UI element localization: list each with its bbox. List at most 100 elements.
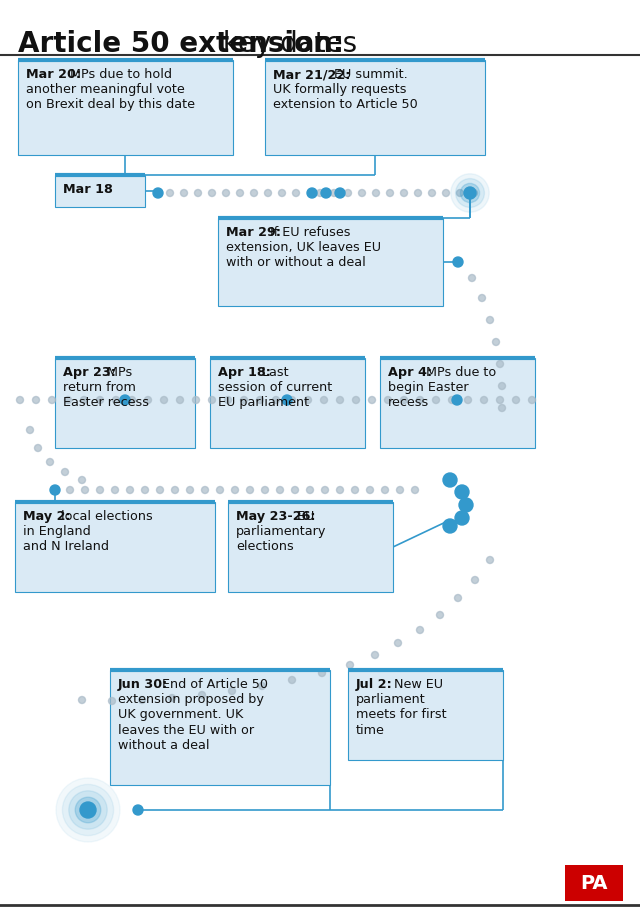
Circle shape bbox=[180, 190, 188, 196]
Circle shape bbox=[417, 396, 424, 404]
Circle shape bbox=[401, 396, 408, 404]
Circle shape bbox=[456, 190, 463, 196]
Circle shape bbox=[499, 404, 506, 412]
Text: Apr 18: Last: Apr 18: Last bbox=[218, 366, 296, 379]
Circle shape bbox=[177, 396, 184, 404]
Text: on Brexit deal by this date: on Brexit deal by this date bbox=[26, 99, 195, 111]
Circle shape bbox=[292, 190, 300, 196]
Circle shape bbox=[289, 396, 296, 404]
Circle shape bbox=[69, 791, 108, 829]
Text: UK government. UK: UK government. UK bbox=[118, 708, 243, 721]
Circle shape bbox=[319, 669, 326, 677]
Text: New EU: New EU bbox=[390, 678, 444, 691]
Circle shape bbox=[455, 485, 469, 499]
Text: Mar 21/22: EU summit.: Mar 21/22: EU summit. bbox=[273, 68, 420, 81]
Circle shape bbox=[456, 179, 484, 207]
Text: End of Article 50: End of Article 50 bbox=[158, 678, 268, 691]
Text: MPs due to: MPs due to bbox=[422, 366, 497, 379]
Circle shape bbox=[79, 477, 86, 484]
Circle shape bbox=[369, 396, 376, 404]
Text: May 2: local elections: May 2: local elections bbox=[23, 510, 161, 523]
Text: leaves the EU with or: leaves the EU with or bbox=[118, 723, 254, 737]
Text: Jul 2: New EU: Jul 2: New EU bbox=[356, 678, 441, 691]
Circle shape bbox=[232, 487, 239, 494]
Circle shape bbox=[464, 187, 476, 199]
Circle shape bbox=[282, 395, 292, 405]
Circle shape bbox=[481, 396, 488, 404]
Text: Mar 20: MPs due to hold: Mar 20: MPs due to hold bbox=[26, 68, 180, 81]
Circle shape bbox=[470, 190, 477, 196]
Circle shape bbox=[307, 487, 314, 494]
Text: EU summit.: EU summit. bbox=[330, 68, 408, 81]
Circle shape bbox=[49, 396, 56, 404]
Circle shape bbox=[168, 695, 175, 701]
Text: in England: in England bbox=[23, 525, 91, 538]
Circle shape bbox=[479, 295, 486, 301]
Circle shape bbox=[276, 487, 284, 494]
Circle shape bbox=[433, 396, 440, 404]
Circle shape bbox=[172, 487, 179, 494]
Circle shape bbox=[455, 511, 469, 525]
Circle shape bbox=[353, 396, 360, 404]
Circle shape bbox=[65, 396, 72, 404]
Circle shape bbox=[198, 691, 205, 698]
Circle shape bbox=[321, 188, 331, 198]
Circle shape bbox=[394, 639, 401, 646]
Circle shape bbox=[337, 487, 344, 494]
Text: time: time bbox=[356, 723, 385, 737]
Text: PA: PA bbox=[580, 874, 608, 893]
FancyBboxPatch shape bbox=[55, 358, 195, 448]
Circle shape bbox=[436, 612, 444, 618]
Circle shape bbox=[237, 190, 243, 196]
Circle shape bbox=[385, 396, 392, 404]
Circle shape bbox=[412, 487, 419, 494]
Circle shape bbox=[465, 396, 472, 404]
Circle shape bbox=[371, 652, 378, 658]
Text: without a deal: without a deal bbox=[118, 739, 209, 751]
Circle shape bbox=[289, 677, 296, 684]
Circle shape bbox=[209, 396, 216, 404]
Circle shape bbox=[63, 784, 114, 835]
Text: Jul 2:: Jul 2: bbox=[356, 678, 393, 691]
Circle shape bbox=[17, 396, 24, 404]
FancyBboxPatch shape bbox=[380, 358, 535, 448]
Circle shape bbox=[417, 626, 424, 634]
Text: Apr 23: MPs: Apr 23: MPs bbox=[63, 366, 139, 379]
Circle shape bbox=[468, 275, 476, 281]
Circle shape bbox=[67, 487, 74, 494]
Circle shape bbox=[50, 485, 60, 495]
Circle shape bbox=[344, 190, 351, 196]
Circle shape bbox=[157, 487, 163, 494]
Circle shape bbox=[497, 396, 504, 404]
Circle shape bbox=[321, 487, 328, 494]
Circle shape bbox=[330, 190, 337, 196]
Circle shape bbox=[401, 190, 408, 196]
Circle shape bbox=[367, 487, 374, 494]
Circle shape bbox=[351, 487, 358, 494]
Text: recess: recess bbox=[388, 396, 429, 409]
FancyBboxPatch shape bbox=[265, 60, 485, 155]
FancyBboxPatch shape bbox=[348, 670, 503, 760]
Text: Apr 18:: Apr 18: bbox=[218, 366, 271, 379]
Circle shape bbox=[442, 190, 449, 196]
Text: extension to Article 50: extension to Article 50 bbox=[273, 99, 418, 111]
Circle shape bbox=[381, 487, 388, 494]
Circle shape bbox=[33, 396, 40, 404]
Circle shape bbox=[337, 396, 344, 404]
Circle shape bbox=[26, 426, 33, 434]
Text: another meaningful vote: another meaningful vote bbox=[26, 83, 185, 96]
Text: meets for first: meets for first bbox=[356, 708, 447, 721]
Circle shape bbox=[81, 396, 88, 404]
Circle shape bbox=[56, 778, 120, 842]
Circle shape bbox=[133, 805, 143, 815]
Circle shape bbox=[79, 697, 86, 704]
Circle shape bbox=[257, 396, 264, 404]
Text: with or without a deal: with or without a deal bbox=[226, 257, 365, 269]
Circle shape bbox=[223, 190, 230, 196]
Circle shape bbox=[335, 188, 345, 198]
Circle shape bbox=[209, 190, 216, 196]
Text: begin Easter: begin Easter bbox=[388, 382, 468, 394]
Circle shape bbox=[193, 396, 200, 404]
Circle shape bbox=[97, 396, 104, 404]
Circle shape bbox=[145, 396, 152, 404]
